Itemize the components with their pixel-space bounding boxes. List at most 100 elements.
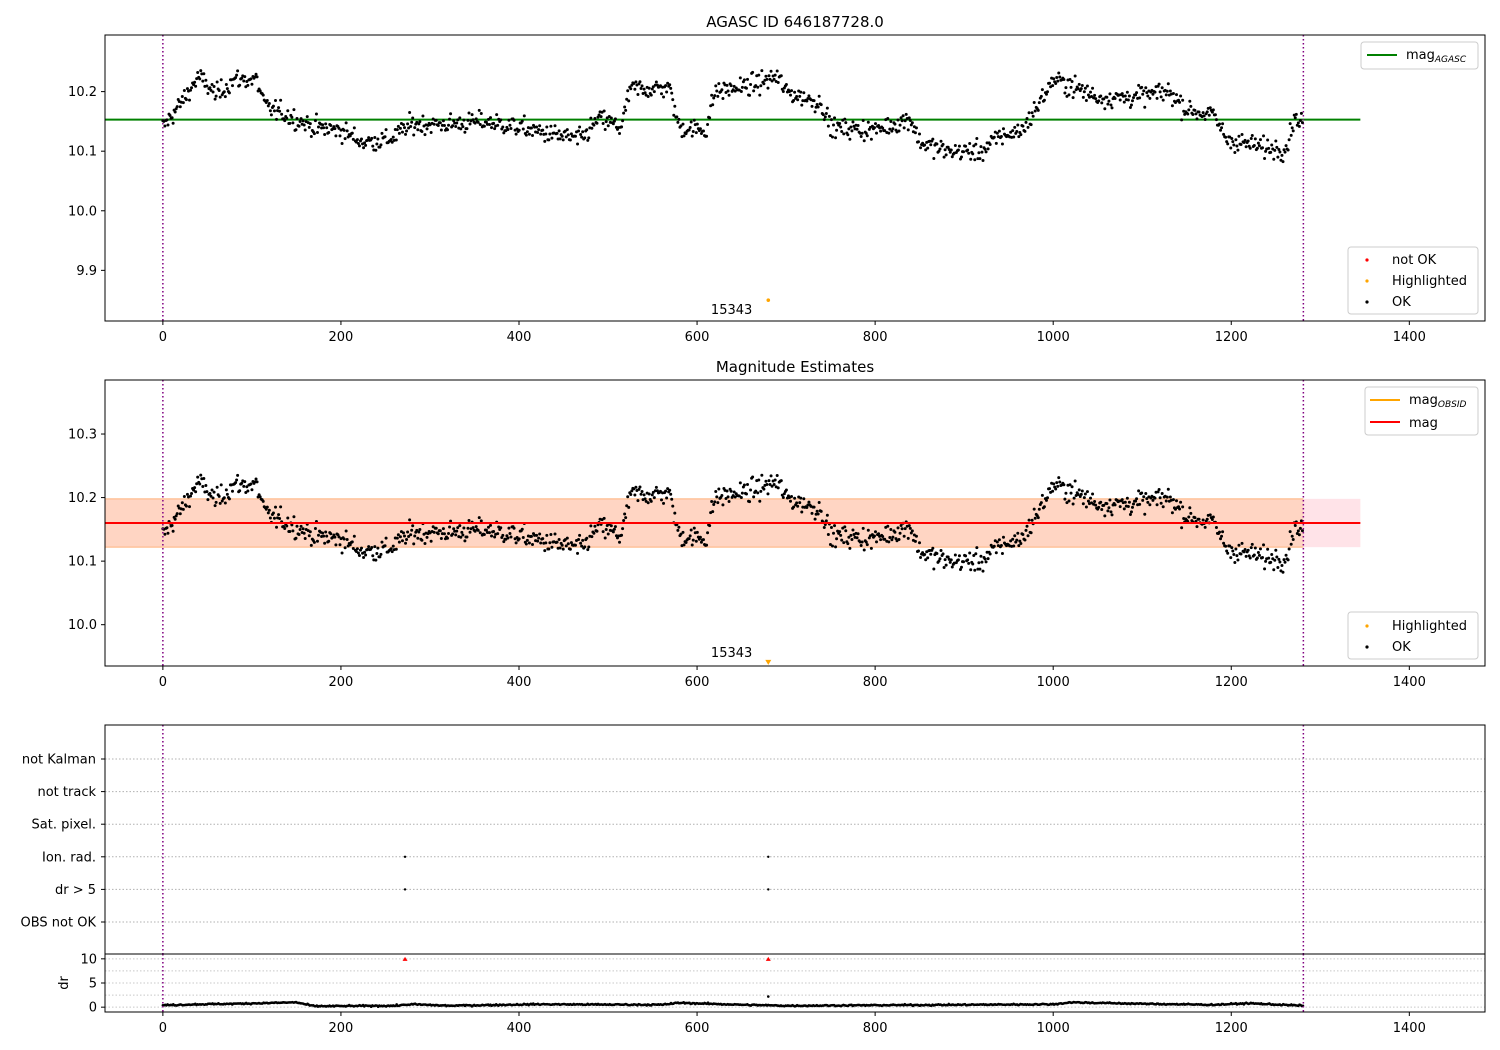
ok-point xyxy=(1103,514,1107,518)
ok-point xyxy=(757,478,761,482)
ok-point xyxy=(825,513,829,517)
ok-point xyxy=(1013,534,1017,538)
ok-point xyxy=(890,538,894,542)
ok-point xyxy=(613,525,617,529)
x-tick-label: 1400 xyxy=(1393,1021,1426,1036)
ok-point xyxy=(530,134,534,138)
ok-point xyxy=(839,125,843,129)
ok-point xyxy=(420,538,424,542)
ok-point xyxy=(506,536,510,540)
flag-label: Sat. pixel. xyxy=(32,818,96,833)
ok-point xyxy=(768,77,772,81)
ok-point xyxy=(408,518,412,522)
ok-point xyxy=(751,70,755,74)
ok-point xyxy=(1222,541,1226,545)
ok-point xyxy=(810,511,814,515)
ok-point xyxy=(507,526,511,530)
ok-point xyxy=(918,132,922,136)
ok-point xyxy=(1275,555,1279,559)
ok-point xyxy=(1248,146,1252,150)
ok-point xyxy=(315,539,319,543)
ok-point xyxy=(692,526,696,530)
ok-point xyxy=(817,94,821,98)
ok-point xyxy=(484,528,488,532)
chart-title-magnitude: Magnitude Estimates xyxy=(716,358,874,376)
ok-point xyxy=(669,492,673,496)
ok-point xyxy=(249,77,253,81)
ok-point xyxy=(812,505,816,509)
ok-point xyxy=(1222,132,1226,136)
ok-point xyxy=(793,90,797,94)
ok-point xyxy=(859,135,863,139)
ok-point xyxy=(1296,529,1300,533)
ok-point xyxy=(901,114,905,118)
ok-point xyxy=(383,135,387,139)
ok-point xyxy=(1252,553,1256,557)
ok-point xyxy=(379,552,383,556)
ok-point xyxy=(938,557,942,561)
ok-point xyxy=(343,546,347,550)
ok-point xyxy=(325,534,329,538)
ok-point xyxy=(694,539,698,543)
ok-point xyxy=(514,541,518,545)
ok-point xyxy=(904,112,908,116)
ok-point xyxy=(1193,516,1197,520)
y-tick-label: 0 xyxy=(89,1001,97,1016)
ok-point xyxy=(1211,108,1215,112)
ok-point xyxy=(173,110,177,114)
x-tick-label: 800 xyxy=(863,1021,888,1036)
ok-point xyxy=(1255,556,1259,560)
ok-point xyxy=(553,124,557,128)
ok-point xyxy=(1056,484,1060,488)
ok-point xyxy=(514,132,518,136)
ok-point xyxy=(1089,90,1092,94)
ok-point xyxy=(370,546,374,550)
ok-point xyxy=(394,547,398,551)
ok-point xyxy=(470,113,474,117)
ok-point xyxy=(165,118,169,122)
ok-point xyxy=(877,124,881,128)
ok-point xyxy=(827,114,831,118)
ok-point xyxy=(983,557,987,561)
ok-point xyxy=(1076,492,1080,496)
ok-point xyxy=(1084,98,1088,102)
ok-point xyxy=(969,568,973,572)
ok-point xyxy=(1042,505,1046,509)
ok-point xyxy=(622,519,626,523)
ok-point xyxy=(986,147,990,151)
ok-point xyxy=(860,131,864,135)
ok-point xyxy=(1085,490,1089,494)
ok-point xyxy=(294,536,298,540)
ok-point xyxy=(242,484,246,488)
ok-point xyxy=(261,499,265,503)
ok-point xyxy=(411,116,415,120)
ok-point xyxy=(691,538,695,542)
ok-point xyxy=(482,124,486,128)
ok-point xyxy=(1250,133,1254,137)
ok-point xyxy=(789,499,792,503)
x-tick-label: 0 xyxy=(159,675,167,690)
ok-point xyxy=(266,511,270,515)
ok-point xyxy=(1274,139,1278,143)
ok-point xyxy=(921,551,925,555)
ok-point xyxy=(563,538,567,542)
ok-point xyxy=(802,497,806,501)
legend-points: not OK Highlighted OK xyxy=(1347,246,1479,315)
ok-point xyxy=(415,528,419,532)
ok-point xyxy=(688,534,692,538)
ok-point xyxy=(1219,128,1223,132)
ok-point xyxy=(413,126,417,130)
ok-point xyxy=(1118,505,1122,509)
ok-point xyxy=(742,483,746,487)
ok-point xyxy=(698,535,702,539)
ok-point xyxy=(1158,90,1162,94)
ok-point xyxy=(646,501,650,505)
ok-point xyxy=(816,105,820,109)
ok-point xyxy=(236,69,240,73)
ok-point xyxy=(620,125,624,129)
ok-point xyxy=(964,144,968,148)
ok-point xyxy=(984,560,988,564)
ok-point xyxy=(760,69,764,73)
ok-point xyxy=(373,136,377,140)
ok-point xyxy=(539,132,543,136)
